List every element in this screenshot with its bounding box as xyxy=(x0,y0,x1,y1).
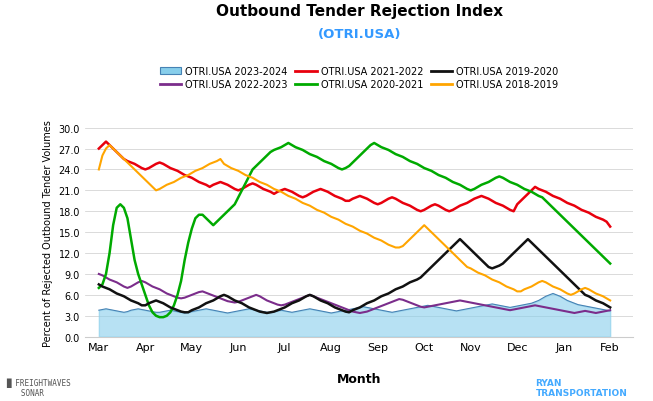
Text: (OTRI.USA): (OTRI.USA) xyxy=(317,28,401,41)
Text: Outbound Tender Rejection Index: Outbound Tender Rejection Index xyxy=(215,4,503,19)
Text: Month: Month xyxy=(337,372,381,385)
Y-axis label: Percent of Rejected Outbound Tender Volumes: Percent of Rejected Outbound Tender Volu… xyxy=(43,119,53,346)
Text: █ FREIGHTWAVES
   SONAR: █ FREIGHTWAVES SONAR xyxy=(7,377,71,397)
Text: RYAN
TRANSPORTATION: RYAN TRANSPORTATION xyxy=(535,378,628,397)
Legend: OTRI.USA 2023-2024, OTRI.USA 2022-2023, OTRI.USA 2021-2022, OTRI.USA 2020-2021, : OTRI.USA 2023-2024, OTRI.USA 2022-2023, … xyxy=(156,63,562,93)
